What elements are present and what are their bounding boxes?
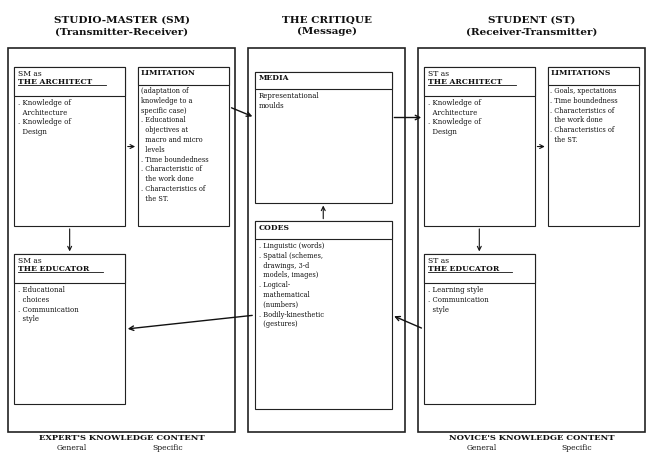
Text: . Knowledge of
  Architecture
. Knowledge of
  Design: . Knowledge of Architecture . Knowledge … xyxy=(428,99,481,136)
Text: . Educational
  choices
. Communication
  style: . Educational choices . Communication st… xyxy=(18,286,79,324)
FancyBboxPatch shape xyxy=(424,254,535,283)
Text: STUDENT (ST)
(Receiver-Transmitter): STUDENT (ST) (Receiver-Transmitter) xyxy=(466,16,597,36)
Text: ST as: ST as xyxy=(428,70,449,78)
FancyBboxPatch shape xyxy=(424,67,535,96)
FancyBboxPatch shape xyxy=(255,221,392,239)
FancyBboxPatch shape xyxy=(14,67,125,226)
Text: THE CRITIQUE
(Message): THE CRITIQUE (Message) xyxy=(281,16,372,36)
Text: EXPERT'S KNOWLEDGE CONTENT: EXPERT'S KNOWLEDGE CONTENT xyxy=(39,434,204,442)
Text: THE EDUCATOR: THE EDUCATOR xyxy=(18,266,89,274)
Text: LIMITATION: LIMITATION xyxy=(140,69,195,77)
Text: SM as: SM as xyxy=(18,70,42,78)
Text: SM as: SM as xyxy=(18,257,42,265)
Text: General: General xyxy=(57,444,87,452)
Text: Specific: Specific xyxy=(562,444,592,452)
Text: THE EDUCATOR: THE EDUCATOR xyxy=(428,266,499,274)
Text: . Linguistic (words)
. Spatial (schemes,
  drawings, 3-d
  models, images)
. Log: . Linguistic (words) . Spatial (schemes,… xyxy=(259,242,325,328)
Text: ST as: ST as xyxy=(428,257,449,265)
Text: THE ARCHITECT: THE ARCHITECT xyxy=(428,78,502,86)
FancyBboxPatch shape xyxy=(548,67,639,85)
FancyBboxPatch shape xyxy=(8,48,236,432)
Text: . Knowledge of
  Architecture
. Knowledge of
  Design: . Knowledge of Architecture . Knowledge … xyxy=(18,99,71,136)
FancyBboxPatch shape xyxy=(138,67,229,226)
Text: Specific: Specific xyxy=(152,444,182,452)
FancyBboxPatch shape xyxy=(417,48,645,432)
Text: General: General xyxy=(466,444,496,452)
Text: CODES: CODES xyxy=(259,224,290,232)
FancyBboxPatch shape xyxy=(255,72,392,203)
Text: (adaptation of
knowledge to a
specific case)
. Educational
  objectives at
  mac: (adaptation of knowledge to a specific c… xyxy=(140,87,208,203)
FancyBboxPatch shape xyxy=(14,67,125,96)
FancyBboxPatch shape xyxy=(249,48,404,432)
FancyBboxPatch shape xyxy=(424,254,535,404)
FancyBboxPatch shape xyxy=(138,67,229,85)
Text: NOVICE'S KNOWLEDGE CONTENT: NOVICE'S KNOWLEDGE CONTENT xyxy=(449,434,614,442)
Text: LIMITATIONS: LIMITATIONS xyxy=(550,69,611,77)
Text: Representational
moulds: Representational moulds xyxy=(259,92,319,110)
FancyBboxPatch shape xyxy=(255,72,392,89)
FancyBboxPatch shape xyxy=(548,67,639,226)
Text: STUDIO-MASTER (SM)
(Transmitter-Receiver): STUDIO-MASTER (SM) (Transmitter-Receiver… xyxy=(54,16,189,36)
Text: THE ARCHITECT: THE ARCHITECT xyxy=(18,78,93,86)
FancyBboxPatch shape xyxy=(255,221,392,409)
Text: . Goals, xpectations
. Time boundedness
. Characteristics of
  the work done
. C: . Goals, xpectations . Time boundedness … xyxy=(550,87,618,144)
Text: MEDIA: MEDIA xyxy=(259,74,289,82)
FancyBboxPatch shape xyxy=(14,254,125,404)
FancyBboxPatch shape xyxy=(14,254,125,283)
FancyBboxPatch shape xyxy=(424,67,535,226)
Text: . Learning style
. Communication
  style: . Learning style . Communication style xyxy=(428,286,488,314)
